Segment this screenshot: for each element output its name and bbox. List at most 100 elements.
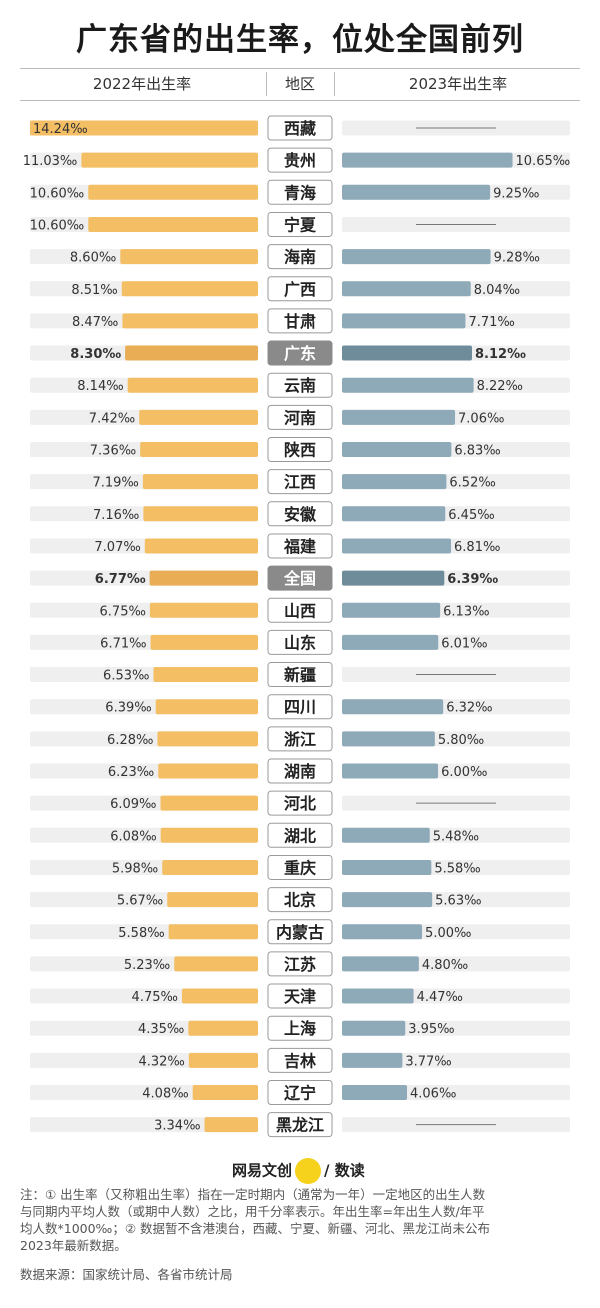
- region-label: 北京: [284, 891, 316, 910]
- data-label-2022: 4.35‰: [138, 1022, 184, 1037]
- bar-2023: [342, 1052, 403, 1068]
- header-2023: 2023年出生率: [408, 75, 508, 93]
- data-label-2022: 7.19‰: [92, 476, 138, 491]
- region-label-box: [267, 211, 333, 237]
- data-label-2023: 5.00‰: [425, 926, 471, 941]
- data-label-2022: 6.23‰: [108, 765, 154, 780]
- data-label-2023: 5.48‰: [433, 829, 479, 844]
- region-label-box: [267, 951, 333, 977]
- region-label: 湖北: [284, 826, 316, 845]
- data-label-2023: 10.65‰: [516, 154, 571, 169]
- region-label: 新疆: [284, 666, 316, 685]
- footnote-line-1: 注：① 出生率（又称粗出生率）指在一定时期内（通常为一年）一定地区的出生人数: [20, 1187, 486, 1202]
- region-label: 广东: [284, 344, 316, 363]
- data-label-2022: 4.32‰: [138, 1054, 184, 1069]
- data-label-2022: 8.47‰: [72, 315, 118, 330]
- data-label-2022: 10.60‰: [30, 186, 85, 201]
- data-label-2023: 6.13‰: [443, 604, 489, 619]
- region-label-box: [267, 533, 333, 559]
- data-label-2023: 9.25‰: [493, 186, 539, 201]
- data-label-2022: 6.77‰: [95, 572, 146, 587]
- footnote-line-2: 与同期内平均人数（或期中人数）之比，用千分率表示。年出生率=年出生人数/年平: [20, 1204, 485, 1219]
- region-label: 青海: [284, 183, 316, 202]
- bar-2022: [88, 216, 258, 232]
- region-label: 宁夏: [284, 215, 317, 234]
- bar-2023: [342, 731, 435, 747]
- region-label-box: [267, 308, 333, 334]
- data-label-2023: 6.39‰: [447, 572, 498, 587]
- bar-2023: [342, 859, 432, 875]
- region-label-box: [267, 597, 333, 623]
- data-label-2023: 3.95‰: [408, 1022, 454, 1037]
- region-label: 河北: [284, 794, 316, 813]
- region-label: 甘肃: [284, 312, 316, 331]
- region-label-box: [267, 1080, 333, 1105]
- data-label-2023: 6.52‰: [449, 476, 495, 491]
- data-label-2022: 6.53‰: [103, 669, 149, 684]
- bar-2022: [174, 956, 258, 972]
- data-source: 数据来源：国家统计局、各省市统计局: [20, 1267, 233, 1282]
- bar-2023: [342, 409, 456, 425]
- data-label-2022: 6.71‰: [100, 636, 146, 651]
- region-label-box: [267, 565, 333, 591]
- data-label-2022: 14.24‰: [33, 122, 88, 137]
- region-label-box: [267, 244, 333, 270]
- bar-2023: [342, 281, 471, 297]
- region-label: 广西: [284, 280, 316, 299]
- data-label-2022: 8.30‰: [70, 347, 121, 362]
- region-label: 四川: [284, 698, 316, 717]
- footnote-line-4: 2023年最新数据。: [20, 1238, 127, 1253]
- bar-2022: [142, 474, 258, 490]
- bar-2022: [158, 763, 258, 779]
- region-label: 湖南: [284, 762, 316, 781]
- bar-2022: [140, 442, 258, 457]
- region-label-box: [267, 372, 333, 398]
- bar-2023: [342, 892, 433, 908]
- region-label-box: [267, 726, 333, 752]
- region-label-box: [267, 790, 333, 816]
- bar-2023: [342, 763, 439, 779]
- bar-2023: [342, 1020, 406, 1036]
- data-label-2023: 7.71‰: [468, 315, 514, 330]
- bar-2023: [342, 377, 474, 393]
- region-label: 重庆: [284, 858, 316, 877]
- header-top-rule: [20, 68, 580, 69]
- bar-2022: [127, 377, 258, 393]
- data-label-2022: 7.42‰: [89, 411, 135, 426]
- bar-2023: [342, 442, 452, 457]
- bar-2022: [122, 313, 259, 329]
- region-label: 西藏: [284, 119, 316, 138]
- region-label: 河南: [284, 408, 316, 427]
- bar-2023: [342, 602, 441, 618]
- data-label-2022: 5.58‰: [118, 926, 164, 941]
- data-label-2022: 8.60‰: [70, 251, 116, 266]
- bar-2023: [342, 184, 491, 200]
- bar-2022: [88, 184, 258, 200]
- bar-2023: [342, 538, 452, 554]
- region-label: 江西: [284, 473, 316, 492]
- bar-2022: [139, 409, 258, 425]
- footnote: 注：① 出生率（又称粗出生率）指在一定时期内（通常为一年）一定地区的出生人数 与…: [20, 1186, 580, 1254]
- data-label-2023: 6.00‰: [441, 765, 487, 780]
- bar-2023: [342, 924, 423, 940]
- data-label-2022: 6.08‰: [110, 829, 156, 844]
- data-label-2023: 6.81‰: [454, 540, 500, 555]
- bar-2022: [144, 538, 258, 554]
- region-label: 黑龙江: [276, 1116, 324, 1135]
- bar-2022: [120, 249, 258, 265]
- region-label-box: [267, 179, 333, 205]
- region-label-box: [267, 662, 333, 688]
- bar-2023: [342, 313, 466, 329]
- data-label-2023: 6.45‰: [448, 508, 494, 523]
- data-label-2023: 6.01‰: [441, 636, 487, 651]
- region-label: 贵州: [284, 151, 316, 170]
- data-label-2023: 7.06‰: [458, 411, 504, 426]
- data-label-2022: 4.08‰: [142, 1087, 188, 1102]
- bar-2022: [157, 731, 258, 747]
- brand-section: / 数读: [324, 1161, 365, 1180]
- data-label-2022: 5.67‰: [117, 894, 163, 909]
- region-label: 天津: [284, 987, 316, 1006]
- data-label-2022: 5.23‰: [124, 958, 170, 973]
- bar-2022: [81, 152, 259, 168]
- bar-2022: [149, 602, 258, 618]
